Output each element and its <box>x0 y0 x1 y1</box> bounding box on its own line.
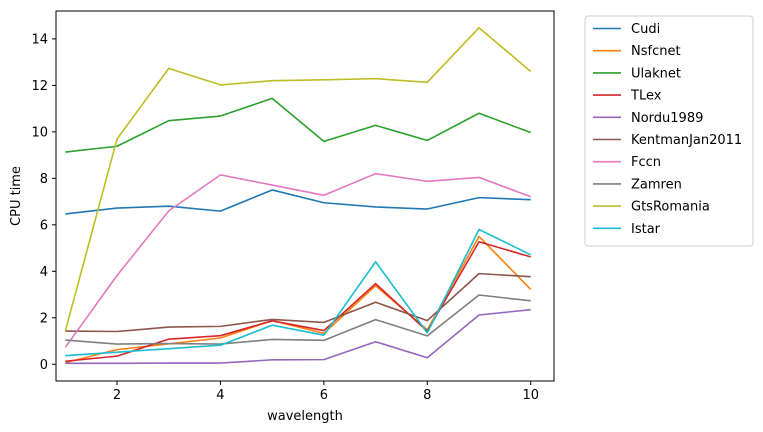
y-tick-label: 14 <box>31 32 48 47</box>
x-tick-label: 4 <box>216 388 224 403</box>
y-tick-label: 0 <box>40 358 48 373</box>
y-tick-label: 6 <box>40 218 48 233</box>
series-line-gtsromania <box>64 26 532 332</box>
legend-entry-label: Nsfcnet <box>631 44 681 59</box>
series-line-tlex <box>65 240 531 363</box>
x-tick-label: 10 <box>522 388 539 403</box>
series-line-fccn <box>64 172 532 348</box>
legend-entry-label: KentmanJan2011 <box>631 133 742 148</box>
series-line-istar <box>65 228 532 357</box>
legend-entry-label: Istar <box>631 222 661 237</box>
legend-entry-label: GtsRomania <box>631 200 710 215</box>
legend-entry-label: Cudi <box>631 22 660 37</box>
legend-entry-label: Fccn <box>631 155 661 170</box>
plot-frame <box>55 10 555 382</box>
series-lines <box>64 26 532 365</box>
legend-entry-label: Zamren <box>631 177 682 192</box>
series-line-kentmanjan2011 <box>65 272 531 333</box>
series-line-nsfcnet <box>65 235 532 364</box>
y-axis-label: CPU time <box>9 166 24 226</box>
y-tick-label: 4 <box>40 265 48 280</box>
x-tick-label: 8 <box>423 388 431 403</box>
legend-entry-label: TLex <box>630 89 662 104</box>
x-axis: 2 4 6 8 10 <box>113 381 539 403</box>
legend: Cudi Nsfcnet Ulaknet TLex Nordu1989 KentmanJa… <box>584 15 754 247</box>
y-tick-label: 12 <box>31 79 48 94</box>
legend-frame <box>584 15 754 247</box>
legend-entry-label: Ulaknet <box>631 66 681 81</box>
y-tick-label: 10 <box>31 125 48 140</box>
y-tick-label: 2 <box>40 311 48 326</box>
legend-entry-label: Nordu1989 <box>631 111 703 126</box>
series-line-ulaknet <box>65 97 532 153</box>
y-axis: 0 2 4 6 8 10 12 14 <box>31 32 56 373</box>
x-tick-label: 2 <box>113 388 121 403</box>
x-axis-label: wavelength <box>267 409 343 424</box>
series-line-nordu1989 <box>65 308 531 365</box>
y-tick-label: 8 <box>40 172 48 187</box>
x-tick-label: 6 <box>320 388 328 403</box>
series-line-cudi <box>65 189 531 215</box>
series-line-zamren <box>65 294 531 345</box>
